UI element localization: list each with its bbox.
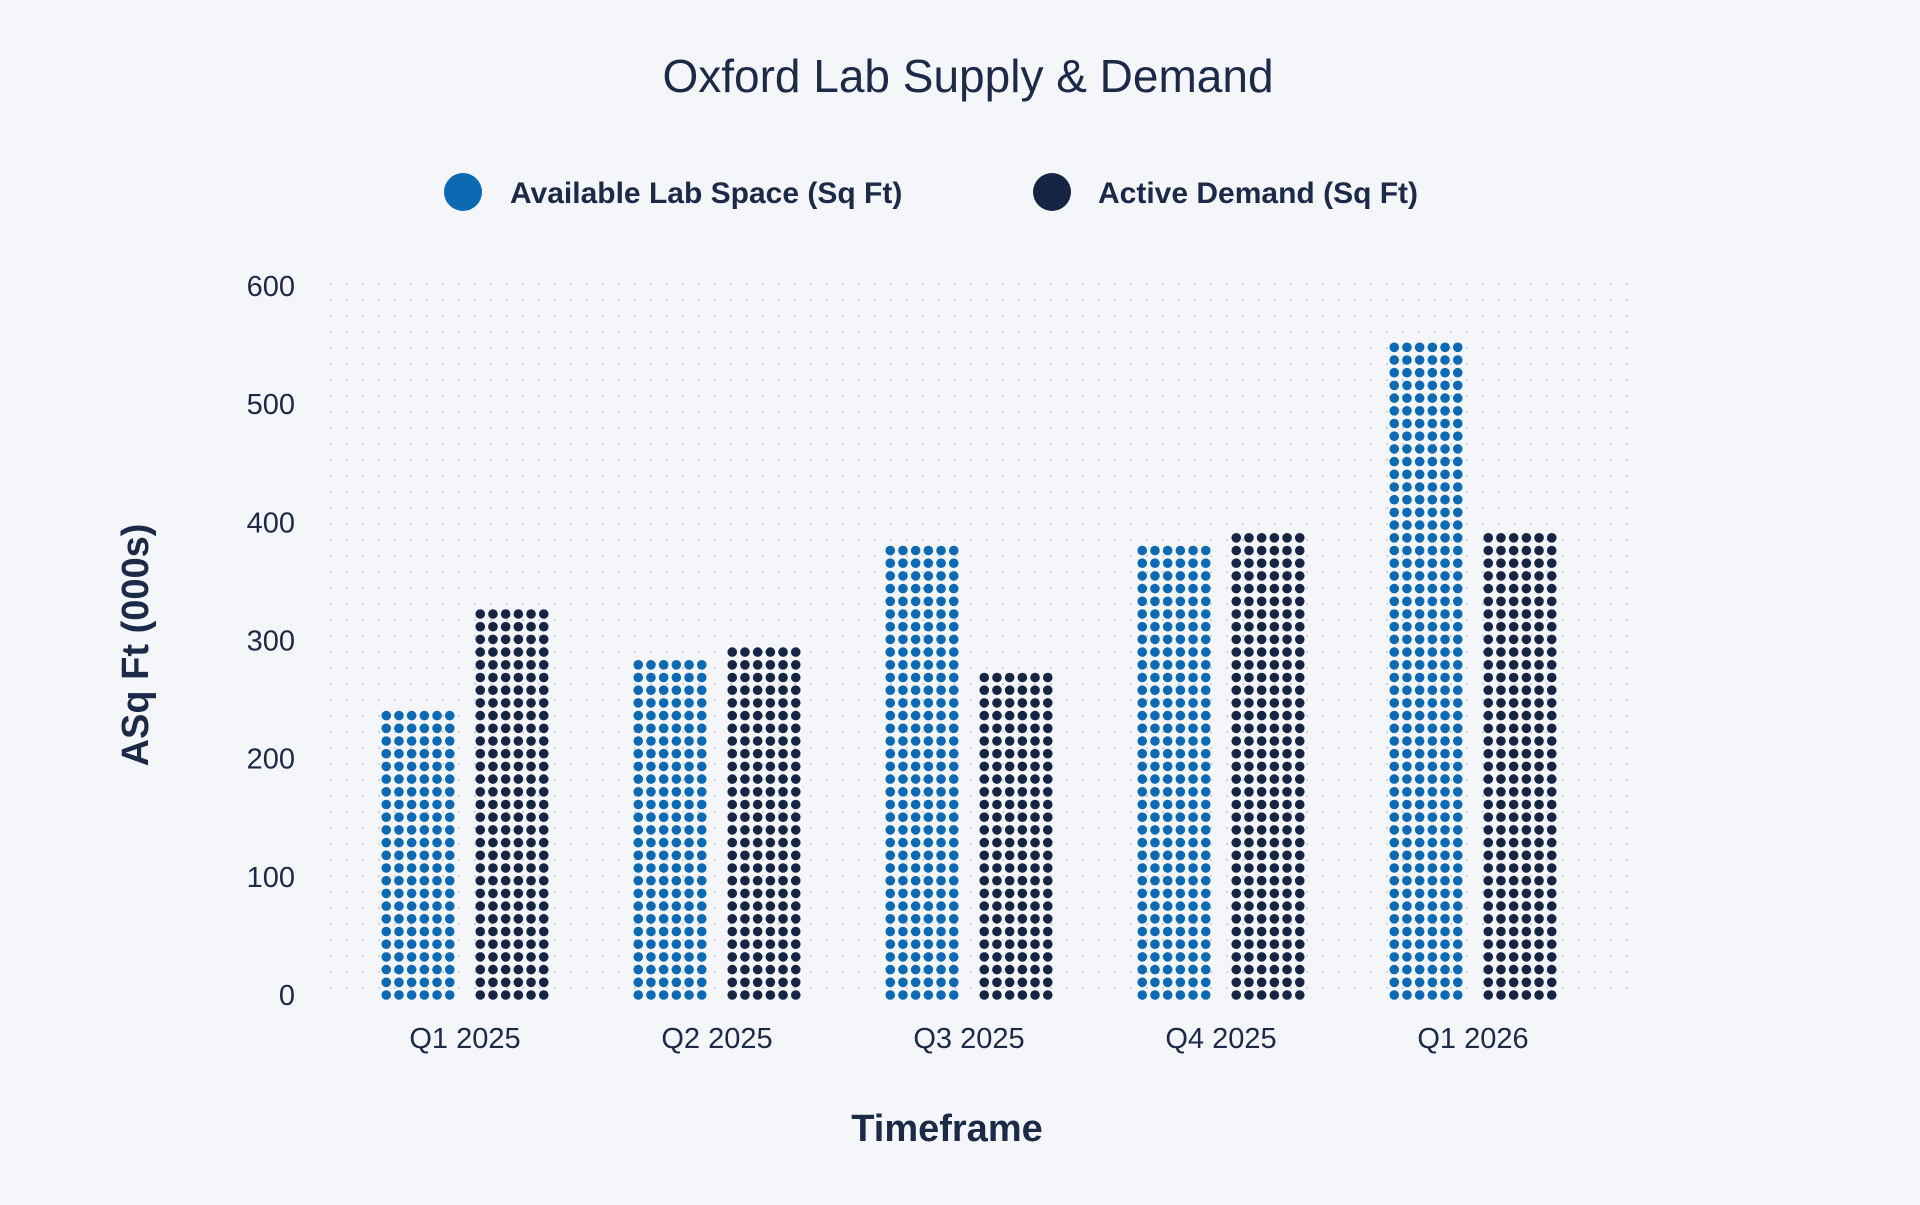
x-axis-ticks: Q1 2025 Q2 2025 Q3 2025 Q4 2025 Q1 2026 xyxy=(409,1023,1528,1055)
bar-demand-2 xyxy=(979,672,1053,1000)
bar-demand-0 xyxy=(475,609,549,1000)
chart-title: Oxford Lab Supply & Demand xyxy=(662,50,1273,102)
bars xyxy=(381,342,1557,1000)
y-tick-label: 100 xyxy=(247,862,295,894)
legend-label-demand: Active Demand (Sq Ft) xyxy=(1098,177,1418,210)
y-tick-label: 200 xyxy=(247,744,295,776)
bar-available-1 xyxy=(633,660,707,1000)
y-tick-label: 0 xyxy=(279,980,295,1012)
bar-demand-3 xyxy=(1231,533,1305,1000)
y-tick-label: 400 xyxy=(247,507,295,539)
bar-available-3 xyxy=(1137,545,1211,1000)
bar-available-2 xyxy=(885,545,959,1000)
y-tick-label: 600 xyxy=(247,271,295,303)
x-tick-label: Q2 2025 xyxy=(661,1023,772,1055)
legend: Available Lab Space (Sq Ft) Active Deman… xyxy=(444,173,1418,211)
legend-marker-available xyxy=(444,173,482,211)
bar-available-4 xyxy=(1389,342,1463,1000)
x-tick-label: Q3 2025 xyxy=(913,1023,1024,1055)
y-tick-label: 300 xyxy=(247,626,295,658)
x-tick-label: Q1 2026 xyxy=(1417,1023,1528,1055)
legend-label-available: Available Lab Space (Sq Ft) xyxy=(510,177,902,210)
x-tick-label: Q1 2025 xyxy=(409,1023,520,1055)
y-tick-label: 500 xyxy=(247,389,295,421)
legend-marker-demand xyxy=(1033,173,1071,211)
x-axis-label: Timeframe xyxy=(851,1108,1043,1150)
bar-available-0 xyxy=(381,710,455,1000)
y-axis-label: ASq Ft (000s) xyxy=(115,524,157,767)
bar-demand-4 xyxy=(1483,533,1557,1000)
bar-demand-1 xyxy=(727,647,801,1000)
x-tick-label: Q4 2025 xyxy=(1165,1023,1276,1055)
y-axis-ticks: 0 100 200 300 400 500 600 xyxy=(247,271,295,1012)
